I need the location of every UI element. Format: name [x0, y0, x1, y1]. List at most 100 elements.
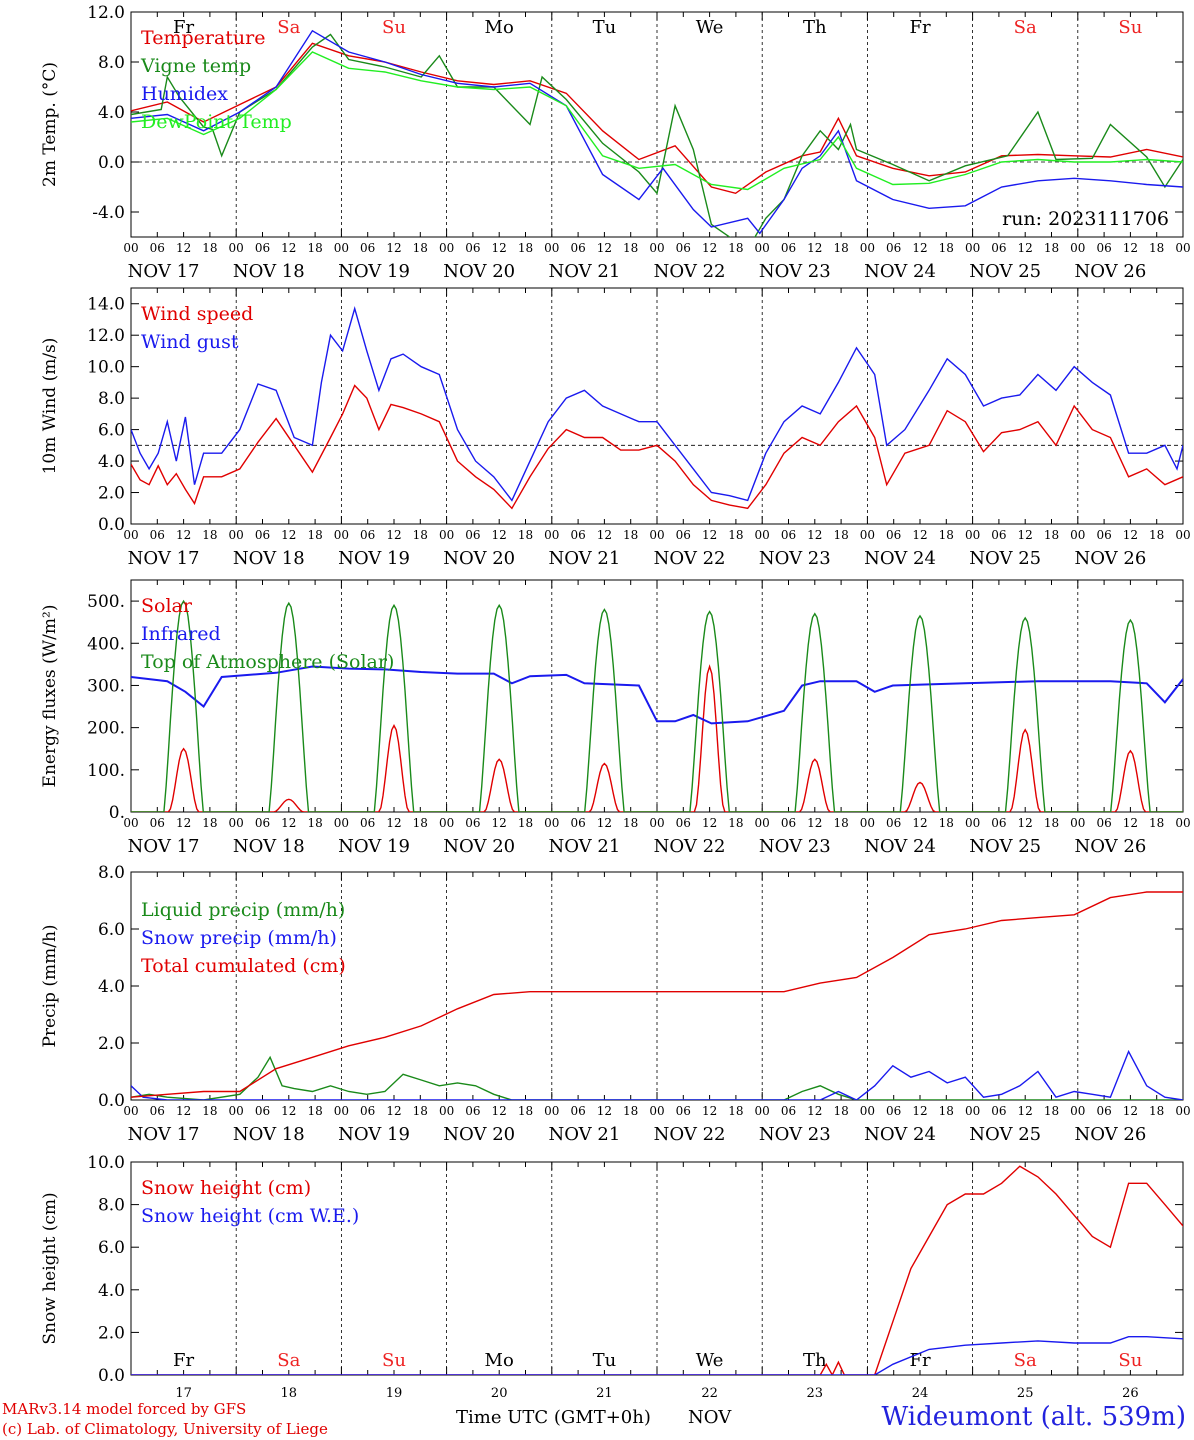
- legend-entry: Snow height (cm W.E.): [141, 1205, 359, 1227]
- date-label: NOV 23: [759, 1124, 831, 1145]
- hour-tick-label: 00: [1175, 241, 1190, 255]
- hour-tick-label: 00: [649, 241, 664, 255]
- hour-tick-label: 12: [281, 816, 296, 830]
- hour-tick-label: 18: [1044, 241, 1059, 255]
- legend-entry: Temperature: [141, 27, 265, 49]
- legend-entry: Total cumulated (cm): [141, 955, 346, 977]
- hour-tick-label: 18: [939, 241, 954, 255]
- hour-tick-label: 00: [965, 241, 980, 255]
- hour-tick-label: 00: [334, 528, 349, 542]
- date-label: NOV 18: [233, 548, 305, 569]
- hour-tick-label: 12: [281, 528, 296, 542]
- hour-tick-label: 06: [465, 816, 480, 830]
- date-label: NOV 19: [338, 548, 410, 569]
- hour-tick-label: 06: [570, 1104, 585, 1118]
- y-tick-label: 0.0: [98, 1366, 125, 1386]
- y-axis-label: Precip (mm/h): [40, 924, 60, 1047]
- hour-tick-label: 06: [255, 528, 270, 542]
- hour-tick-label: 06: [781, 528, 796, 542]
- hour-tick-label: 12: [1018, 241, 1033, 255]
- hour-tick-label: 18: [518, 528, 533, 542]
- hour-tick-label: 18: [1149, 528, 1164, 542]
- hour-tick-label: 12: [1123, 528, 1138, 542]
- hour-tick-label: 06: [1096, 1104, 1111, 1118]
- y-tick-label: 4.0: [98, 1281, 125, 1301]
- series-line-wind-gust: [131, 305, 1183, 502]
- hour-tick-label: 00: [965, 1104, 980, 1118]
- series-line-solar: [131, 664, 1183, 812]
- hour-tick-label: 12: [807, 1104, 822, 1118]
- date-label: NOV 24: [864, 261, 936, 282]
- y-tick-label: 6.0: [98, 421, 125, 441]
- hour-tick-label: 18: [833, 1104, 848, 1118]
- x-axis-label: Time UTC (GMT+0h): [456, 1407, 651, 1428]
- series-line-snow-precip-mm-h-: [131, 1049, 1183, 1100]
- hour-tick-label: 00: [229, 816, 244, 830]
- date-label: NOV 23: [759, 261, 831, 282]
- y-tick-label: 6.0: [98, 1238, 125, 1258]
- weekday-label: Sa: [1014, 17, 1037, 38]
- hour-tick-label: 18: [833, 528, 848, 542]
- hour-tick-label: 12: [176, 528, 191, 542]
- panel-3: 00 06 12 18 00 06 12 18 00 06 12 18 00 06 12 18 00 06 12 18…: [40, 579, 1191, 857]
- hour-tick-label: 12: [912, 528, 927, 542]
- date-number-label: 18: [281, 1386, 298, 1401]
- date-number-label: 24: [912, 1386, 929, 1401]
- hour-tick-label: 06: [360, 528, 375, 542]
- hour-tick-label: 12: [807, 241, 822, 255]
- series-line-total-cumulated-cm-: [131, 891, 1183, 1098]
- hour-tick-label: 00: [860, 816, 875, 830]
- date-label: NOV 21: [548, 836, 620, 857]
- date-label: NOV 23: [759, 548, 831, 569]
- hour-tick-label: 18: [939, 1104, 954, 1118]
- date-label: NOV 22: [654, 548, 726, 569]
- hour-tick-label: 00: [544, 1104, 559, 1118]
- date-label: NOV 23: [759, 836, 831, 857]
- hour-tick-label: 06: [1096, 241, 1111, 255]
- hour-tick-label: 06: [781, 1104, 796, 1118]
- hour-tick-label: 00: [334, 241, 349, 255]
- weekday-label: We: [696, 17, 724, 38]
- hour-tick-label: 00: [544, 241, 559, 255]
- y-tick-label: 8.0: [98, 53, 125, 73]
- series-line-humidex: [131, 29, 1183, 235]
- date-label: NOV 18: [233, 836, 305, 857]
- hour-tick-label: 06: [465, 528, 480, 542]
- hour-tick-label: 12: [597, 241, 612, 255]
- hour-tick-label: 06: [360, 1104, 375, 1118]
- hour-tick-label: 18: [413, 816, 428, 830]
- hour-tick-label: 06: [781, 241, 796, 255]
- y-tick-label: 12.0: [87, 3, 125, 23]
- hour-tick-label: 00: [439, 1104, 454, 1118]
- hour-tick-label: 12: [1018, 1104, 1033, 1118]
- date-number-label: 25: [1017, 1386, 1034, 1401]
- legend-entry: Top of Atmosphere (Solar): [141, 651, 394, 673]
- y-tick-label: 14.0: [87, 295, 125, 315]
- weekday-label: Tu: [593, 17, 617, 38]
- hour-tick-label: 18: [518, 816, 533, 830]
- hour-tick-label: 18: [833, 241, 848, 255]
- hour-tick-label: 06: [886, 1104, 901, 1118]
- weekday-label: Su: [1118, 1350, 1142, 1371]
- credit-line-1: MARv3.14 model forced by GFS: [2, 1400, 247, 1418]
- hour-tick-label: 18: [1044, 1104, 1059, 1118]
- date-label: NOV 21: [548, 1124, 620, 1145]
- date-label: NOV 25: [969, 1124, 1041, 1145]
- y-axis-label: Snow height (cm): [40, 1192, 60, 1344]
- station-name: Wideumont (alt. 539m): [881, 1402, 1186, 1432]
- hour-tick-label: 00: [439, 241, 454, 255]
- date-label: NOV 24: [864, 548, 936, 569]
- date-label: NOV 26: [1074, 548, 1146, 569]
- weekday-label: Sa: [277, 17, 300, 38]
- hour-tick-label: 12: [702, 816, 717, 830]
- hour-tick-label: 06: [676, 1104, 691, 1118]
- hour-tick-label: 06: [676, 816, 691, 830]
- hour-tick-label: 12: [1123, 241, 1138, 255]
- y-tick-label: 500.: [87, 592, 125, 612]
- y-tick-label: 200.: [87, 719, 125, 739]
- hour-tick-label: 18: [1149, 1104, 1164, 1118]
- hour-tick-label: 18: [623, 816, 638, 830]
- date-number-label: 20: [491, 1386, 508, 1401]
- hour-tick-label: 06: [991, 1104, 1006, 1118]
- series-line-dewpoint-temp: [131, 51, 1183, 191]
